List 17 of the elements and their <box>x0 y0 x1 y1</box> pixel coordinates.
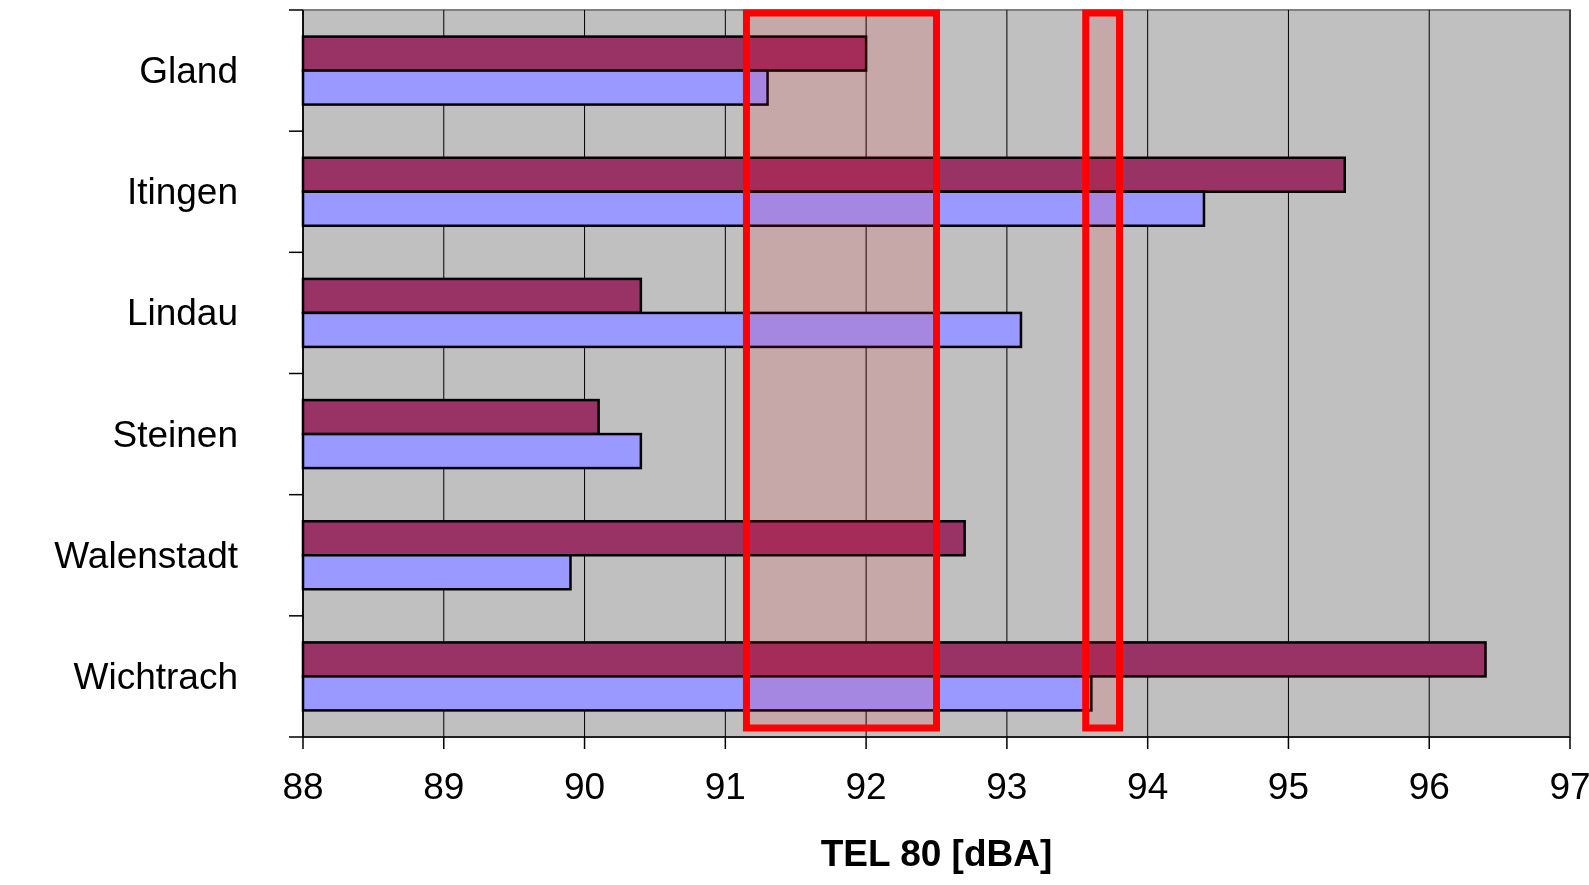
x-tick-label: 88 <box>282 766 324 807</box>
x-tick-label: 91 <box>704 766 746 807</box>
x-axis-title: TEL 80 [dBA] <box>820 833 1053 874</box>
y-tick-label: Itingen <box>126 171 238 213</box>
x-tick-label: 89 <box>423 766 465 807</box>
x-tick-label: 97 <box>1549 766 1589 807</box>
y-tick-label: Gland <box>139 50 238 92</box>
y-tick-label: Steinen <box>112 413 238 455</box>
x-tick-label: 96 <box>1408 766 1450 807</box>
y-tick-label: Walenstadt <box>54 534 239 576</box>
x-tick-label: 92 <box>845 766 887 807</box>
x-tick-label: 94 <box>1127 766 1169 807</box>
y-tick-label: Lindau <box>126 292 238 334</box>
x-tick-label: 93 <box>986 766 1028 807</box>
y-tick-label: Wichtrach <box>73 655 238 697</box>
x-tick-label: 90 <box>563 766 606 807</box>
x-tick-label: 95 <box>1267 766 1310 807</box>
